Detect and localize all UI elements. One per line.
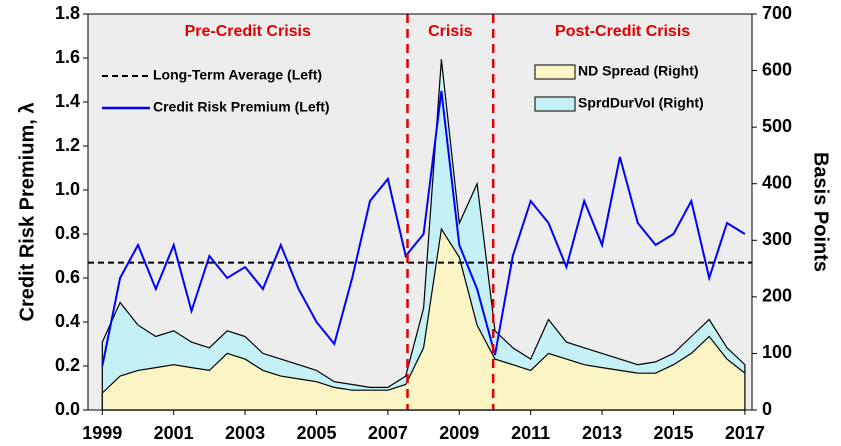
y2-tick-label: 0	[762, 399, 772, 419]
y-tick-label: 1.2	[55, 135, 80, 155]
y-tick-label: 1.6	[55, 47, 80, 67]
y-tick-label: 1.0	[55, 179, 80, 199]
area	[101, 227, 746, 411]
x-tick-label: 2005	[296, 423, 336, 443]
y2-tick-label: 100	[762, 342, 792, 362]
y-tick-label: 1.8	[55, 3, 80, 23]
y-tick-label: 0.2	[55, 355, 80, 375]
y2-tick-label: 500	[762, 116, 792, 136]
x-tick-label: 1999	[82, 423, 122, 443]
region-label: Pre-Credit Crisis	[185, 23, 311, 40]
legend-label: ND Spread (Right)	[578, 63, 699, 79]
x-tick-label: 2003	[225, 423, 265, 443]
x-tick-label: 2017	[725, 423, 765, 443]
y2-tick-label: 300	[762, 229, 792, 249]
y2-tick-label: 200	[762, 286, 792, 306]
x-tick-label: 2001	[154, 423, 194, 443]
y2-tick-label: 600	[762, 59, 792, 79]
y-tick-label: 0.8	[55, 223, 80, 243]
x-tick-label: 2013	[582, 423, 622, 443]
x-tick-label: 2015	[653, 423, 693, 443]
y2-tick-label: 700	[762, 3, 792, 23]
x-tick-label: 2011	[511, 423, 550, 443]
x-tick-label: 2007	[368, 423, 408, 443]
legend-label: Long-Term Average (Left)	[153, 67, 322, 83]
legend-swatch	[534, 64, 576, 80]
y-tick-label: 0.6	[55, 267, 80, 287]
legend-label: SprdDurVol (Right)	[578, 95, 704, 111]
region-label: Post-Credit Crisis	[555, 23, 690, 40]
y-tick-label: 0.4	[55, 311, 80, 331]
y2-axis-label: Basis Points	[810, 152, 832, 272]
region-label: Crisis	[428, 23, 473, 40]
y-tick-label: 0.0	[55, 399, 80, 419]
legend-swatch	[534, 96, 576, 112]
legend-label: Credit Risk Premium (Left)	[153, 99, 330, 115]
y-axis-label: Credit Risk Premium, λ	[16, 103, 38, 322]
y-tick-label: 1.4	[55, 91, 80, 111]
x-tick-label: 2009	[439, 423, 479, 443]
line	[101, 90, 746, 367]
y2-tick-label: 400	[762, 172, 792, 192]
plot-frame	[87, 13, 753, 411]
